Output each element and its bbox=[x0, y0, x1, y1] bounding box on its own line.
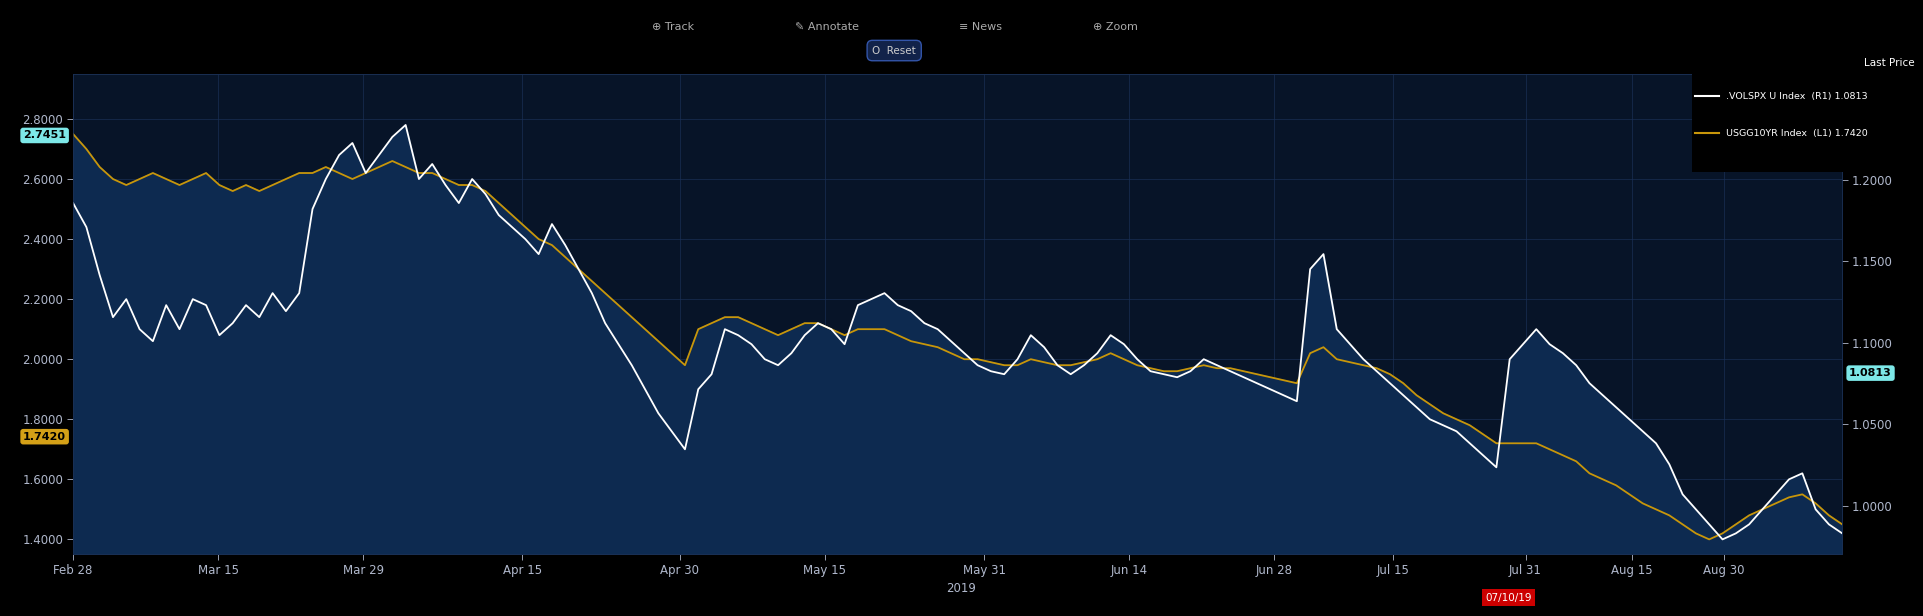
Text: ≡ News: ≡ News bbox=[960, 22, 1002, 31]
Text: O  Reset: O Reset bbox=[873, 46, 915, 55]
Text: 2019: 2019 bbox=[946, 582, 977, 595]
Text: 1.7420: 1.7420 bbox=[23, 432, 65, 442]
Text: ⊕ Track: ⊕ Track bbox=[652, 22, 694, 31]
Text: .VOLSPX U Index  (R1) 1.0813: .VOLSPX U Index (R1) 1.0813 bbox=[1727, 92, 1867, 100]
Text: ⊕ Zoom: ⊕ Zoom bbox=[1092, 22, 1138, 31]
Text: USGG10YR Index  (L1) 1.7420: USGG10YR Index (L1) 1.7420 bbox=[1727, 129, 1867, 137]
Text: ✎ Annotate: ✎ Annotate bbox=[794, 22, 860, 31]
Text: 1.0813: 1.0813 bbox=[1850, 368, 1892, 378]
Text: Last Price: Last Price bbox=[1863, 58, 1915, 68]
Text: 07/10/19: 07/10/19 bbox=[1485, 593, 1531, 602]
Text: 2.7451: 2.7451 bbox=[23, 131, 65, 140]
Text: 1.2107: 1.2107 bbox=[1850, 157, 1892, 168]
